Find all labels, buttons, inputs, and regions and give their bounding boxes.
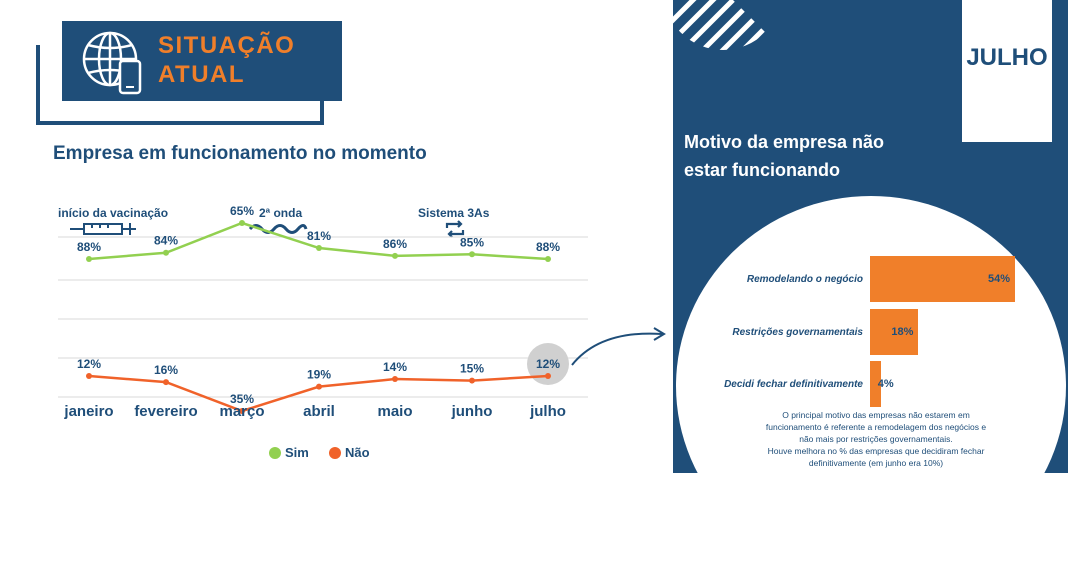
x-tick-label: maio xyxy=(377,403,412,420)
bar-value-label: 18% xyxy=(891,326,914,338)
legend-marker xyxy=(329,447,341,459)
stripe-decoration xyxy=(673,0,783,50)
data-label: 65% xyxy=(230,204,254,218)
bar-category-label: Remodelando o negócio xyxy=(746,274,863,285)
data-point xyxy=(392,252,398,259)
highlight-circle xyxy=(527,343,569,385)
bar-category-label: Decidi fechar definitivamente xyxy=(724,379,863,390)
data-point xyxy=(86,256,92,262)
event-3as-label: Sistema 3As xyxy=(418,206,490,220)
data-label: 16% xyxy=(154,363,178,377)
note-line: funcionamento é referente a remodelagem … xyxy=(765,422,987,432)
data-point xyxy=(163,379,169,386)
section-title-line1: SITUAÇÃO xyxy=(158,32,296,59)
data-label: 14% xyxy=(383,360,407,374)
globe-phone-icon xyxy=(82,31,142,95)
section-title: SITUAÇÃO ATUAL xyxy=(158,31,295,89)
note-line: não mais por restrições governamentais. xyxy=(799,434,953,444)
x-tick-label: janeiro xyxy=(63,403,113,420)
data-point xyxy=(392,376,398,383)
bar-value-label: 4% xyxy=(877,378,894,390)
note-line: O principal motivo das empresas não esta… xyxy=(782,410,970,420)
month-label: JULHO xyxy=(966,44,1048,71)
data-label: 88% xyxy=(536,240,560,254)
data-label: 88% xyxy=(77,240,101,254)
data-label: 19% xyxy=(307,368,331,382)
cycle-icon xyxy=(445,220,465,238)
bar-value-label: 54% xyxy=(988,273,1011,285)
data-point xyxy=(316,383,322,390)
bar xyxy=(870,256,1015,302)
data-point xyxy=(545,373,551,379)
legend-label: Não xyxy=(345,445,370,460)
section-title-line2: ATUAL xyxy=(158,61,246,88)
x-tick-label: junho xyxy=(451,403,493,420)
legend-marker xyxy=(269,447,281,459)
panel-title: Motivo da empresa não estar funcionando xyxy=(684,128,884,184)
bar xyxy=(870,309,919,355)
event-vaccination-label: início da vacinação xyxy=(58,206,169,220)
note-line: Houve melhora no % das empresas que deci… xyxy=(767,446,985,456)
data-label: 84% xyxy=(154,234,178,248)
data-label: 35% xyxy=(230,392,254,406)
note-line: definitivamente (em junho era 10%) xyxy=(808,458,944,468)
event-second-wave-label: 2ª onda xyxy=(259,206,303,220)
data-point xyxy=(316,245,322,252)
data-label: 12% xyxy=(536,357,560,371)
data-label: 12% xyxy=(77,357,101,371)
line-chart: 88% 84% 65% 81% 86% 85% 88% 12% 16% 35% 19% 14% 15% 1… xyxy=(58,204,588,460)
x-tick-label: abril xyxy=(303,403,335,420)
data-point xyxy=(239,220,245,226)
data-point xyxy=(86,373,92,379)
month-box xyxy=(962,0,1052,142)
syringe-icon xyxy=(70,223,136,235)
panel-title-line2: estar funcionando xyxy=(684,160,841,180)
panel-note: O principal motivo das empresas não esta… xyxy=(760,409,992,469)
bar-category-label: Restrições governamentais xyxy=(732,327,863,338)
data-point xyxy=(545,256,551,262)
data-point xyxy=(469,251,475,258)
connector-arrow xyxy=(571,327,666,366)
data-label: 15% xyxy=(460,362,484,376)
panel-title-line1: Motivo da empresa não xyxy=(684,132,885,152)
data-point xyxy=(239,408,245,414)
x-tick-label: março xyxy=(219,403,264,420)
data-label: 81% xyxy=(307,229,331,243)
x-tick-label: julho xyxy=(529,403,566,420)
data-point xyxy=(469,377,475,384)
legend-label: Sim xyxy=(285,445,309,460)
data-point xyxy=(163,249,169,256)
x-tick-label: fevereiro xyxy=(134,403,197,420)
data-label: 85% xyxy=(460,235,484,249)
data-label: 86% xyxy=(383,237,407,251)
bar xyxy=(870,361,881,407)
chart-heading: Empresa em funcionamento no momento xyxy=(53,143,427,164)
